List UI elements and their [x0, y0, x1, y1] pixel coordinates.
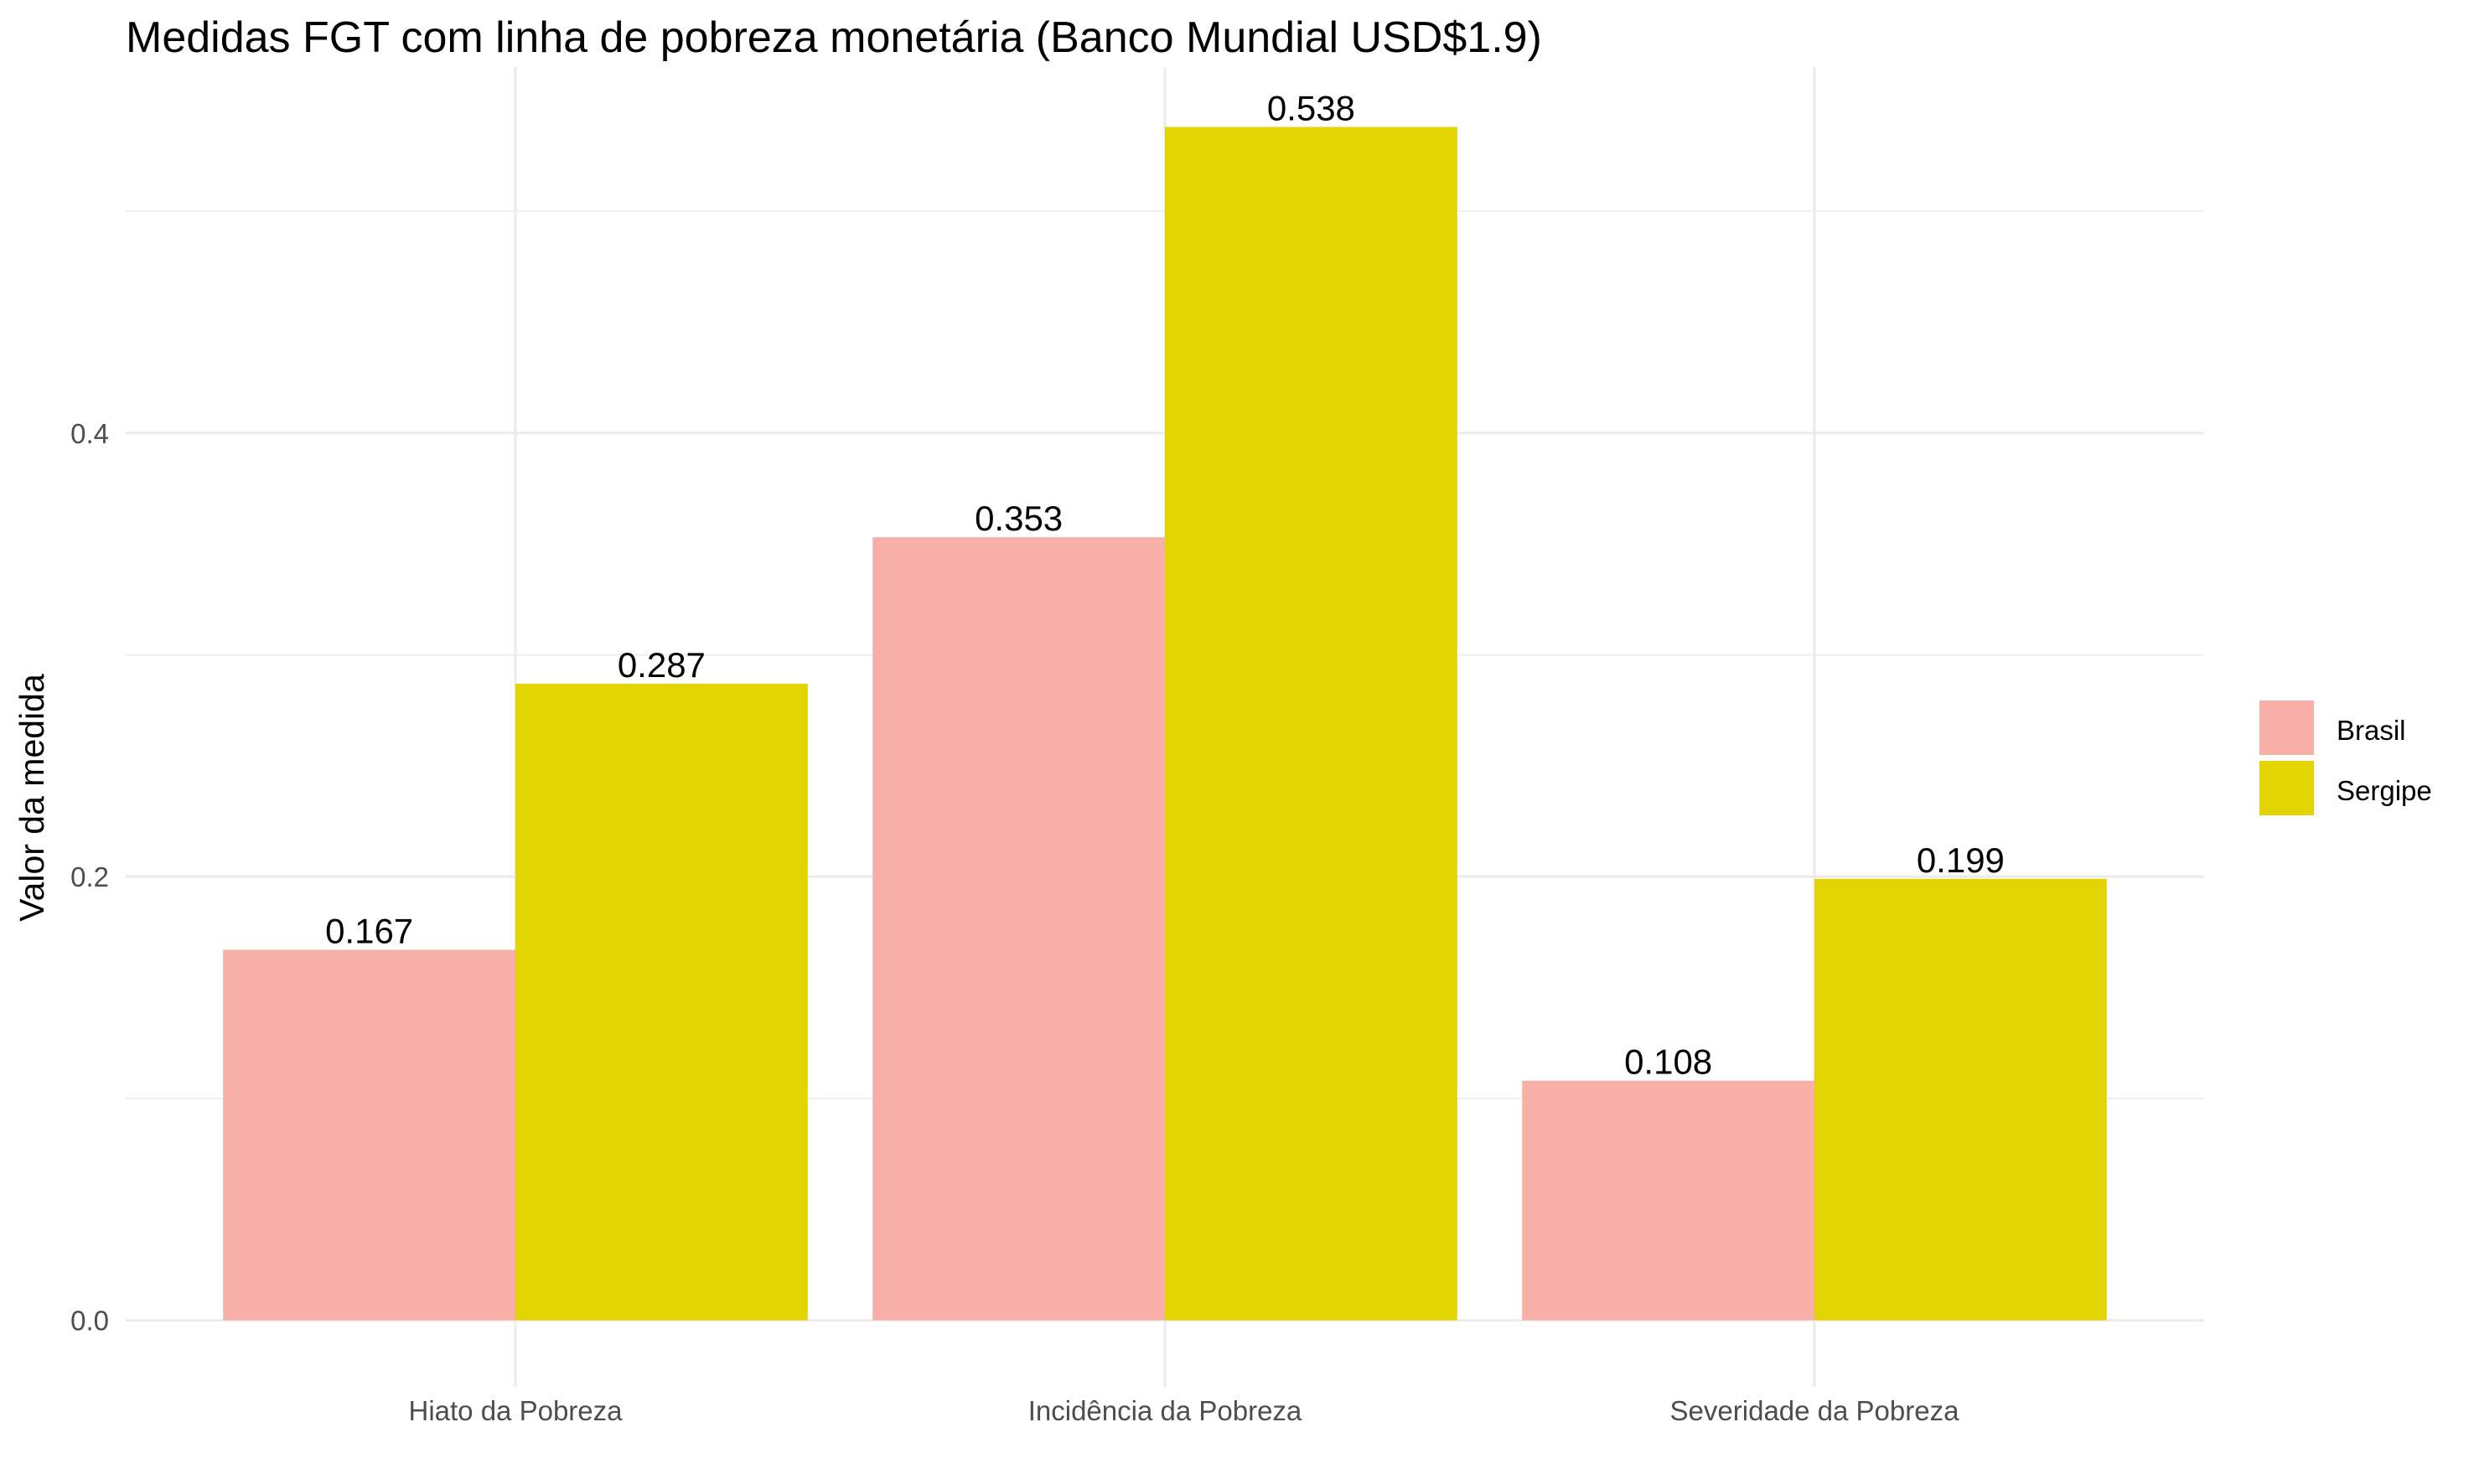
bar-sergipe — [515, 683, 808, 1321]
data-label-sergipe: 0.538 — [1267, 88, 1355, 127]
x-tick-label: Severidade da Pobreza — [1670, 1395, 1960, 1426]
y-tick-label: 0.2 — [70, 861, 109, 892]
data-label-brasil: 0.108 — [1624, 1042, 1712, 1082]
data-label-sergipe: 0.287 — [618, 645, 706, 685]
legend-swatch-brasil — [2259, 701, 2314, 755]
bar-brasil — [223, 949, 515, 1321]
bar-brasil — [872, 537, 1165, 1321]
data-label-brasil: 0.353 — [975, 499, 1063, 538]
bar-sergipe — [1814, 878, 2107, 1321]
y-axis-ticks: 0.0 0.2 0.4 — [70, 418, 109, 1337]
bar-sergipe — [1165, 127, 1457, 1321]
data-labels: 0.167 0.353 0.108 0.287 0.538 0.199 — [325, 88, 2005, 1081]
legend-swatch-sergipe — [2259, 761, 2314, 815]
chart-title: Medidas FGT com linha de pobreza monetár… — [126, 13, 1542, 62]
x-tick-label: Hiato da Pobreza — [409, 1395, 624, 1426]
y-axis-title: Valor da medida — [13, 674, 51, 922]
bar-brasil — [1522, 1080, 1814, 1321]
y-tick-label: 0.4 — [70, 418, 109, 449]
legend-label-sergipe: Sergipe — [2337, 775, 2432, 806]
bars — [223, 127, 2107, 1321]
data-label-sergipe: 0.199 — [1917, 840, 2005, 880]
legend-label-brasil: Brasil — [2337, 715, 2406, 746]
x-tick-label: Incidência da Pobreza — [1028, 1395, 1302, 1426]
legend: Brasil Sergipe — [2259, 701, 2432, 815]
x-axis-ticks: Hiato da Pobreza Incidência da Pobreza Sev… — [409, 1395, 1960, 1426]
y-tick-label: 0.0 — [70, 1306, 109, 1337]
data-label-brasil: 0.167 — [325, 912, 413, 951]
